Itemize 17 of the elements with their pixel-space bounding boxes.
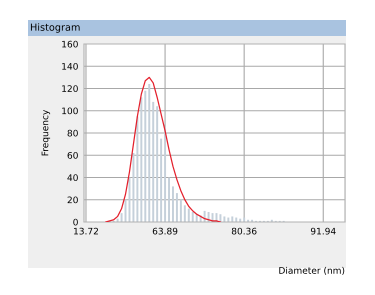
y-tick-label: 0 — [73, 218, 78, 226]
x-axis-title: Diameter (nm) — [279, 266, 344, 275]
y-tick-label: 120 — [62, 85, 78, 92]
y-tick-label: 140 — [62, 62, 78, 70]
y-tick-label: 100 — [62, 107, 78, 114]
y-tick-label: 40 — [67, 174, 78, 182]
line-series — [105, 76, 222, 222]
y-axis-title: Frequency — [42, 110, 50, 156]
chart-title: Histogram — [30, 23, 80, 33]
y-tick-label: 20 — [68, 196, 78, 204]
x-tick-label: 80.36 — [232, 228, 257, 235]
y-tick-label: 160 — [62, 40, 78, 48]
y-tick-label: 60 — [68, 152, 78, 159]
y-tick-label: 80 — [68, 130, 78, 137]
x-tick-label: 91.94 — [310, 228, 336, 235]
x-tick-label: 63.89 — [152, 228, 178, 235]
x-tick-label: 13.72 — [74, 228, 98, 235]
